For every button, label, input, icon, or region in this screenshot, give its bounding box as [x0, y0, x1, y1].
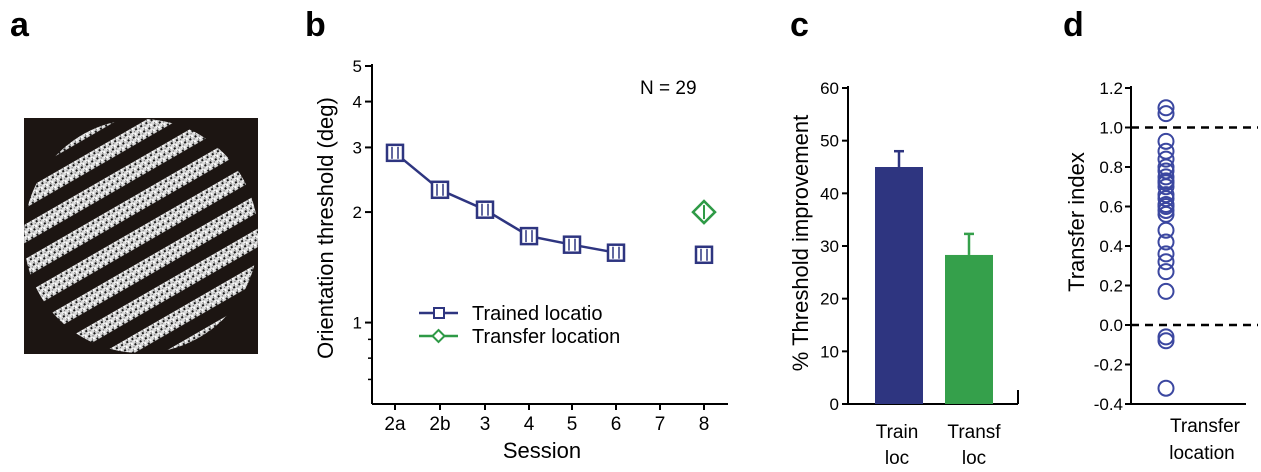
c-bar — [945, 254, 993, 404]
d-reference-lines — [1131, 126, 1258, 327]
d-y-ticks: 1.2 1.0 0.8 0.6 0.4 0.2 0.0 -0.2 -0.4 — [1094, 79, 1131, 414]
d-y-tick-label: 0.6 — [1099, 198, 1123, 217]
d-y-tick-label: 1.0 — [1099, 119, 1123, 138]
stimulus-stripe — [24, 119, 258, 317]
c-y-tick-label: 0 — [830, 395, 839, 414]
b-y-tick-label: 5 — [353, 57, 362, 76]
b-x-tick-label: 2a — [384, 414, 406, 435]
c-x-tick-label: loc — [962, 448, 986, 469]
b-y-axis-title: Orientation threshold (deg) — [313, 97, 338, 359]
d-y-tick-label: 0.2 — [1099, 277, 1123, 296]
d-point — [1157, 245, 1175, 263]
d-point — [1157, 253, 1175, 271]
b-point-square — [562, 235, 582, 254]
d-point — [1157, 99, 1175, 117]
c-y-ticks: 0 10 20 30 40 50 60 — [820, 79, 848, 414]
panel-letter-d: d — [1063, 6, 1084, 44]
b-y-tick-label: 1 — [353, 314, 362, 333]
b-point-square — [475, 200, 495, 219]
b-series — [385, 143, 717, 265]
d-y-tick-label: 0.0 — [1099, 316, 1123, 335]
b-y-ticks: 1 2 3 4 5 — [353, 57, 372, 381]
b-x-tick-label: 3 — [480, 414, 491, 435]
panel-letter-a: a — [10, 6, 30, 44]
panel-c-bar-chart: 0 10 20 30 40 50 60 Train loc Transf loc % Thresh… — [788, 79, 1019, 469]
b-point-square — [606, 243, 626, 262]
legend-marker-diamond — [431, 328, 446, 344]
c-y-tick-label: 30 — [820, 237, 839, 256]
b-point-square — [694, 245, 714, 265]
legend-label-transfer: Transfer location — [472, 326, 620, 348]
c-y-axis-title: % Threshold improvement — [788, 115, 813, 371]
d-axes — [1130, 86, 1246, 405]
c-y-tick-label: 10 — [820, 342, 839, 361]
b-axes — [371, 64, 728, 405]
b-x-tick-label: 8 — [699, 414, 710, 435]
c-x-ticks: Train loc Transf loc — [876, 422, 1002, 469]
d-point — [1157, 379, 1175, 397]
b-legend: Trained locatio Transfer location — [419, 303, 620, 348]
panel-letter-c: c — [790, 6, 809, 44]
b-point-square — [430, 180, 450, 200]
d-point — [1157, 132, 1175, 150]
stimulus-stripe — [24, 129, 258, 343]
c-bars — [875, 149, 993, 404]
d-point — [1157, 282, 1175, 300]
d-y-tick-label: 1.2 — [1099, 79, 1123, 98]
b-y-tick-label: 2 — [353, 203, 362, 222]
b-y-tick-label: 3 — [353, 138, 362, 157]
stimulus-stripe — [24, 207, 258, 353]
legend-marker-square — [433, 307, 445, 319]
panel-b-line-chart: 1 2 3 4 5 2a 2b 3 4 5 6 7 8 N = 29 Session Orientat… — [313, 57, 728, 463]
d-x-label-line1: Transfer — [1170, 416, 1241, 437]
c-y-tick-label: 50 — [820, 132, 839, 151]
d-x-label-line2: location — [1169, 443, 1235, 464]
c-y-tick-label: 60 — [820, 79, 839, 98]
d-points — [1157, 99, 1175, 397]
b-point-square — [385, 143, 405, 163]
d-point — [1157, 150, 1175, 168]
b-x-tick-label: 6 — [611, 414, 622, 435]
b-x-tick-label: 2b — [429, 414, 450, 435]
b-x-axis-title: Session — [503, 438, 581, 463]
b-series-line — [394, 151, 617, 254]
b-annotation: N = 29 — [640, 78, 697, 99]
b-y-tick-label: 4 — [353, 93, 362, 112]
d-y-tick-label: 0.8 — [1099, 158, 1123, 177]
c-x-tick-label: Transf — [947, 422, 1001, 443]
d-point — [1157, 105, 1175, 123]
d-point — [1157, 233, 1175, 251]
d-y-axis-title: Transfer index — [1064, 152, 1089, 292]
c-x-tick-label: loc — [885, 448, 909, 469]
b-point-square — [519, 226, 539, 246]
panel-letter-b: b — [305, 6, 326, 44]
b-x-tick-label: 5 — [567, 414, 578, 435]
c-x-tick-label: Train — [876, 422, 919, 443]
d-point — [1157, 332, 1175, 350]
stimulus-stripe — [24, 155, 258, 353]
c-y-tick-label: 40 — [820, 184, 839, 203]
b-x-tick-label: 4 — [524, 414, 535, 435]
d-point — [1157, 178, 1175, 196]
d-y-tick-label: -0.4 — [1094, 395, 1123, 414]
legend-label-trained: Trained locatio — [472, 303, 602, 325]
stimulus-stripe — [24, 119, 258, 265]
c-bar — [875, 167, 923, 404]
panel-d-scatter: 1.2 1.0 0.8 0.6 0.4 0.2 0.0 -0.2 -0.4 Transfer i… — [1064, 79, 1258, 464]
d-point — [1157, 221, 1175, 239]
d-y-tick-label: -0.2 — [1094, 356, 1123, 375]
b-x-tick-label: 7 — [655, 414, 666, 435]
grating-stimulus-icon — [24, 118, 258, 354]
c-y-tick-label: 20 — [820, 290, 839, 309]
d-y-tick-label: 0.4 — [1099, 237, 1123, 256]
b-x-ticks: 2a 2b 3 4 5 6 7 8 — [384, 404, 709, 435]
d-point — [1157, 263, 1175, 281]
